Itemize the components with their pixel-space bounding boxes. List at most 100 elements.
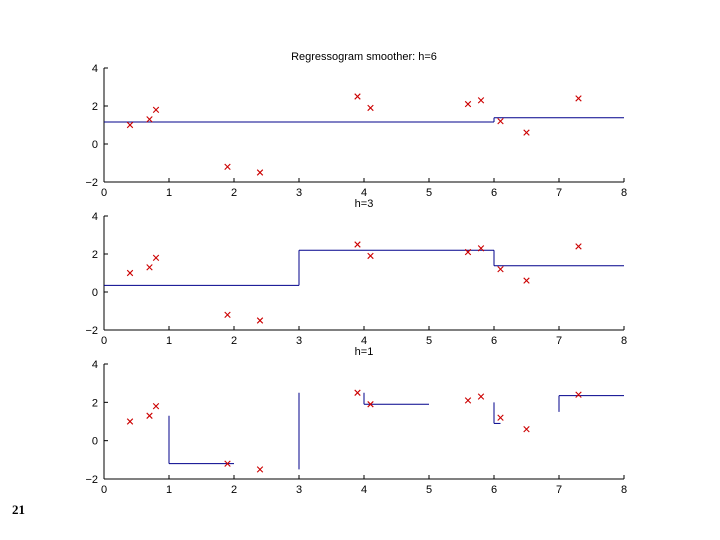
x-tick-label: 3	[296, 335, 302, 347]
data-point-stroke	[152, 254, 160, 261]
x-tick-label: 3	[296, 484, 302, 496]
data-point-stroke	[575, 391, 582, 398]
x-tick-label: 4	[361, 335, 367, 347]
data-point-stroke	[146, 264, 153, 271]
data-point-stroke	[146, 116, 153, 123]
data-point-stroke	[152, 106, 160, 113]
x-tick-label: 5	[426, 335, 432, 347]
data-point	[497, 118, 504, 125]
data-point	[477, 245, 485, 252]
data-point-stroke	[126, 418, 134, 425]
x-tick-label: 1	[166, 187, 172, 199]
data-point-stroke	[224, 311, 231, 318]
slide-number: 21	[12, 502, 25, 517]
x-tick-label: 1	[166, 335, 172, 347]
y-tick-label: −2	[85, 325, 98, 337]
data-point-stroke	[575, 243, 582, 250]
data-point-stroke	[256, 317, 264, 324]
data-point	[477, 97, 485, 104]
data-point	[256, 466, 264, 473]
data-point-stroke	[464, 248, 472, 256]
x-tick-label: 2	[231, 484, 237, 496]
y-tick-label: 0	[92, 287, 98, 299]
data-point	[575, 95, 582, 102]
data-point	[224, 163, 231, 170]
y-tick-label: −2	[85, 474, 98, 486]
x-tick-label: 7	[556, 484, 562, 496]
data-point-stroke	[497, 118, 504, 125]
y-tick-label: 0	[92, 139, 98, 151]
data-point-stroke	[497, 414, 504, 421]
x-tick-label: 0	[101, 484, 107, 496]
data-point-stroke	[256, 169, 264, 176]
data-point-stroke	[152, 402, 160, 410]
x-tick-label: 8	[621, 484, 627, 496]
data-point-stroke	[224, 163, 231, 170]
x-tick-label: 2	[231, 335, 237, 347]
data-point	[126, 121, 134, 129]
data-point-stroke	[523, 425, 530, 433]
y-tick-label: −2	[85, 177, 98, 189]
y-tick-label: 4	[92, 359, 98, 371]
data-point-stroke	[477, 245, 485, 252]
data-point-stroke	[354, 93, 361, 100]
x-tick-label: 6	[491, 484, 497, 496]
data-point-stroke	[523, 129, 530, 136]
data-point	[354, 93, 361, 100]
data-point	[152, 106, 160, 113]
panel-title: h=1	[355, 346, 374, 358]
x-tick-label: 6	[491, 187, 497, 199]
x-tick-label: 8	[621, 335, 627, 347]
y-tick-label: 0	[92, 436, 98, 448]
data-point-stroke	[354, 241, 361, 248]
data-point-stroke	[464, 397, 472, 404]
data-point-stroke	[477, 97, 485, 104]
y-tick-label: 2	[92, 249, 98, 261]
data-point	[575, 243, 582, 250]
data-point-stroke	[126, 269, 134, 277]
data-point-stroke	[477, 393, 485, 400]
x-tick-label: 4	[361, 484, 367, 496]
y-tick-label: 2	[92, 397, 98, 409]
data-point	[354, 389, 361, 396]
data-point	[146, 116, 153, 123]
data-point-stroke	[256, 466, 264, 473]
data-point	[256, 317, 264, 324]
data-point	[152, 254, 160, 261]
data-point	[354, 241, 361, 248]
x-tick-label: 0	[101, 187, 107, 199]
data-point-stroke	[354, 389, 361, 396]
data-point	[367, 104, 374, 112]
data-point-stroke	[224, 460, 231, 467]
data-point	[367, 401, 374, 408]
data-point-stroke	[464, 100, 472, 108]
x-tick-label: 4	[361, 187, 367, 199]
data-point	[126, 418, 134, 425]
data-point	[126, 269, 134, 277]
data-point	[523, 425, 530, 433]
x-tick-label: 0	[101, 335, 107, 347]
data-point	[367, 252, 374, 260]
data-point-stroke	[497, 266, 504, 273]
data-point-stroke	[367, 104, 374, 112]
data-point	[152, 402, 160, 410]
data-point	[464, 100, 472, 108]
data-point-stroke	[126, 121, 134, 129]
data-point	[224, 311, 231, 318]
panel-title: Regressogram smoother: h=6	[291, 51, 437, 63]
data-point-stroke	[523, 277, 530, 284]
data-point	[497, 414, 504, 421]
data-point-stroke	[367, 252, 374, 260]
data-point	[523, 277, 530, 284]
data-point	[224, 460, 231, 467]
panel-top: Regressogram smoother: h=6 0 1 2 3 4 5 6 7 8−202…	[85, 51, 627, 199]
x-tick-label: 5	[426, 187, 432, 199]
y-tick-label: 4	[92, 63, 98, 75]
data-point	[464, 248, 472, 256]
x-tick-label: 3	[296, 187, 302, 199]
data-point	[464, 397, 472, 404]
x-tick-label: 2	[231, 187, 237, 199]
data-point	[523, 129, 530, 136]
